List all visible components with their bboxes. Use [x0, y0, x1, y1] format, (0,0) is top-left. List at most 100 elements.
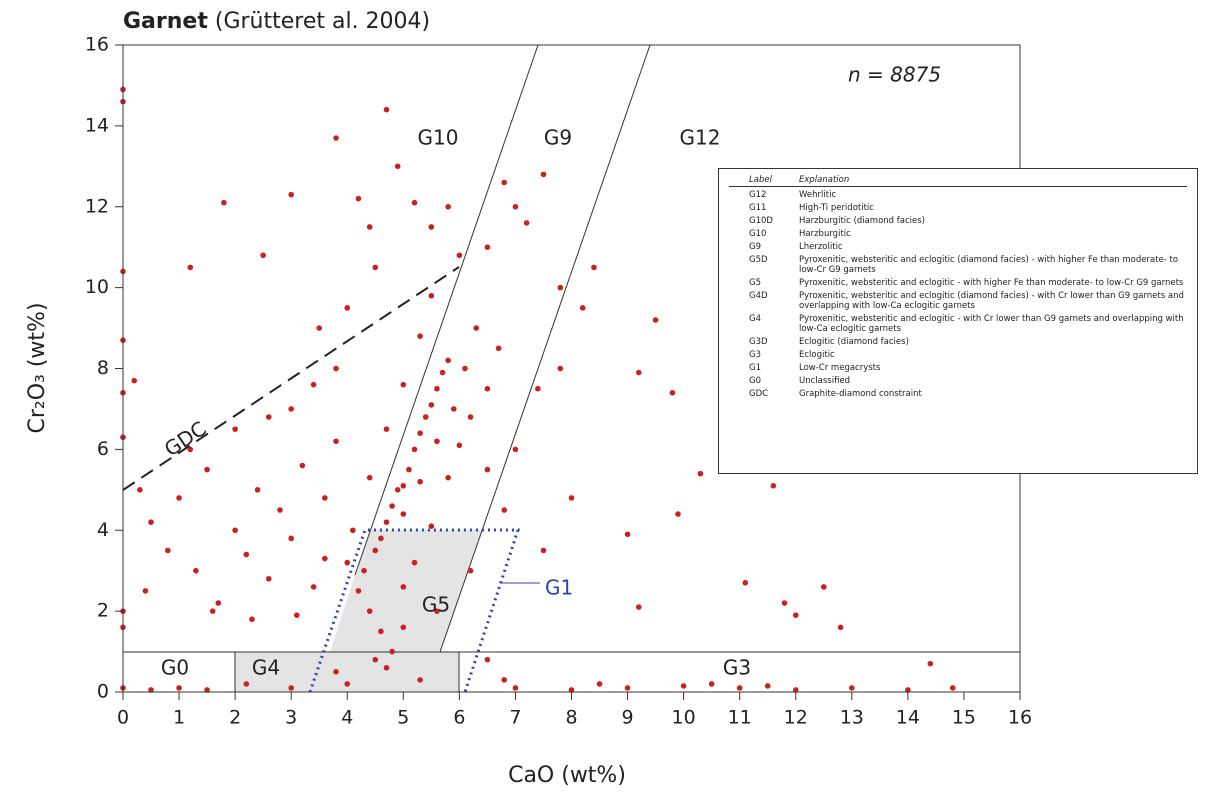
point	[350, 527, 356, 534]
table-row: G3 Eclogitic	[729, 350, 1187, 360]
point	[484, 244, 491, 250]
x-tick-label: 16	[1008, 707, 1032, 729]
point	[540, 171, 547, 178]
point	[434, 385, 440, 392]
point	[512, 203, 519, 210]
point	[669, 389, 676, 396]
point	[406, 466, 412, 473]
point	[557, 365, 564, 372]
point	[501, 677, 508, 683]
point	[417, 430, 423, 437]
point	[495, 345, 502, 352]
point	[383, 426, 390, 432]
point	[249, 616, 255, 623]
point	[456, 442, 463, 449]
x-tick-label: 12	[784, 707, 808, 729]
point	[512, 446, 519, 453]
point	[333, 668, 339, 675]
table-row: G4D Pyroxenitic, websteritic and eclogiti…	[729, 291, 1187, 311]
point	[708, 681, 715, 687]
point	[579, 305, 586, 311]
point	[697, 470, 704, 477]
header-cell: Explanation	[799, 175, 850, 185]
point	[501, 179, 508, 186]
point	[400, 482, 407, 489]
table-cell: Graphite-diamond constraint	[799, 389, 922, 399]
point	[849, 685, 855, 691]
y-tick-label: 12	[85, 195, 109, 217]
point	[366, 608, 373, 614]
table-cell: Pyroxenitic, websteritic and eclogitic -…	[799, 314, 1184, 334]
point	[456, 252, 463, 259]
point	[411, 446, 418, 453]
point	[949, 685, 956, 691]
table-cell: GDC	[749, 389, 769, 399]
table-cell: Low-Cr megacrysts	[799, 363, 881, 373]
point	[265, 575, 272, 582]
point	[428, 402, 435, 408]
point	[221, 199, 227, 206]
point	[254, 487, 261, 493]
y-tick-label: 4	[97, 519, 109, 541]
point	[837, 624, 844, 631]
point	[361, 567, 367, 574]
point	[209, 608, 216, 614]
point	[383, 519, 390, 525]
point	[366, 224, 373, 230]
table-row: G1 Low-Cr megacrysts	[729, 363, 1187, 373]
point	[445, 357, 451, 364]
title: Garnet	[123, 9, 208, 34]
point	[736, 685, 743, 691]
point	[310, 584, 317, 590]
region-label: G10	[418, 126, 459, 150]
point	[535, 385, 541, 392]
table-cell: Pyroxenitic, websteritic and eclogitic (…	[799, 255, 1179, 275]
point	[417, 333, 423, 339]
point	[232, 426, 238, 432]
region-label: G9	[544, 126, 572, 150]
point	[484, 656, 491, 663]
annotation: n = 8875	[848, 63, 941, 87]
x-tick-label: 11	[728, 707, 752, 729]
point	[792, 687, 799, 693]
point	[355, 195, 362, 202]
point	[400, 511, 407, 517]
point	[568, 495, 575, 501]
regions	[123, 44, 1020, 692]
point	[445, 203, 451, 210]
point	[333, 438, 339, 445]
point	[501, 507, 508, 513]
point	[277, 507, 283, 513]
g1-box	[308, 528, 521, 693]
x-tick-label: 5	[397, 707, 409, 729]
point	[176, 685, 182, 691]
y-tick-label: 16	[85, 34, 109, 56]
table-cell: G10	[749, 229, 767, 239]
point	[366, 474, 373, 481]
point	[383, 106, 390, 113]
point	[781, 600, 788, 606]
point	[428, 224, 435, 230]
region-label: G0	[161, 656, 189, 680]
table-row: G5D Pyroxenitic, websteritic and eclogiti…	[729, 255, 1187, 275]
point	[764, 683, 771, 689]
point	[473, 325, 479, 331]
table-cell: G3	[749, 350, 761, 360]
y-tick-label: 6	[97, 438, 109, 460]
table-cell: G0	[749, 376, 761, 386]
point	[568, 687, 575, 693]
table-cell: G1	[749, 363, 761, 373]
table-row: G4 Pyroxenitic, websteritic and eclogitic…	[729, 314, 1187, 334]
point	[422, 414, 429, 420]
table-cell: G12	[749, 190, 767, 200]
table-cell: G4D	[749, 291, 768, 301]
chart-title: Garnet (Grütteret al. 2004)	[123, 9, 430, 34]
table-row: G9 Lherzolitic	[729, 242, 1187, 252]
point	[293, 612, 300, 618]
table-row: G12 Wehrlitic	[729, 190, 1187, 200]
x-tick-label: 3	[285, 707, 297, 729]
table-row: G10 Harzburgitic	[729, 229, 1187, 239]
point	[467, 567, 474, 574]
point	[260, 252, 266, 259]
